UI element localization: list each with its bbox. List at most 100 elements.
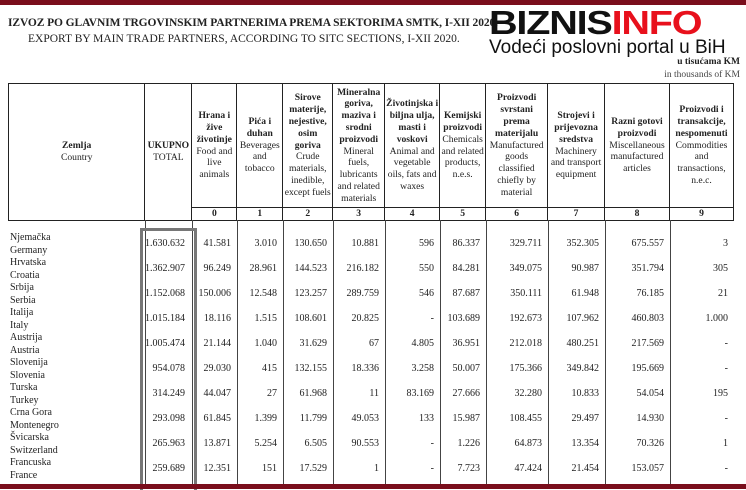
sector-value: 480.251 bbox=[566, 338, 600, 349]
sector-value: 132.155 bbox=[294, 363, 328, 374]
sector-value: 21.454 bbox=[571, 463, 600, 474]
country-name: Austrija Austria bbox=[10, 332, 42, 357]
table-header: Zemlja Country UKUPNO TOTAL Hrana i žive živ… bbox=[7, 83, 735, 221]
column-title-local: Kemijski proizvodi bbox=[443, 110, 482, 133]
country-local: Švicarska bbox=[10, 432, 49, 443]
sector-value: 153.057 bbox=[631, 463, 665, 474]
column-title-local: Strojevi i prijevozna sredstva bbox=[554, 110, 598, 145]
country-local: Francuska bbox=[10, 457, 52, 468]
sector-value: 546 bbox=[419, 288, 434, 299]
sector-value: 289.759 bbox=[346, 288, 380, 299]
sector-value: 90.553 bbox=[351, 438, 380, 449]
sector-value: 133 bbox=[419, 413, 434, 424]
sector-value: 83.169 bbox=[406, 388, 435, 399]
column-header: Zemlja Country bbox=[7, 83, 146, 221]
country-english: Italy bbox=[10, 319, 29, 331]
column-title-local: Životinjska i biljna ulja, masti i vosko… bbox=[386, 98, 439, 145]
sector-value: 18.336 bbox=[351, 363, 380, 374]
sector-value: 103.689 bbox=[447, 313, 481, 324]
sector-value: 29.030 bbox=[203, 363, 232, 374]
column-title-english: Commodities and transactions, n.e.c. bbox=[675, 139, 728, 186]
sector-value: 351.794 bbox=[631, 263, 665, 274]
column-header: Hrana i žive životinje Food and live anim… bbox=[191, 83, 238, 208]
column-code: 2 bbox=[282, 207, 334, 221]
country-local: Hrvatska bbox=[10, 257, 47, 268]
column-header: UKUPNO TOTAL bbox=[144, 83, 193, 221]
table-row: Turska Turkey 314.249 44.047 27 61.968 11 83.16… bbox=[8, 382, 734, 407]
sector-value: 195 bbox=[713, 388, 728, 399]
country-name: Švicarska Switzerland bbox=[10, 432, 58, 457]
sector-value: 64.873 bbox=[514, 438, 543, 449]
column-header: Kemijski proizvodi Chemicals and related … bbox=[439, 83, 487, 208]
sector-value: 329.711 bbox=[509, 238, 542, 249]
column-code: 7 bbox=[547, 207, 606, 221]
column-code: 6 bbox=[485, 207, 549, 221]
sector-value: 12.351 bbox=[203, 463, 232, 474]
sector-value: 415 bbox=[262, 363, 277, 374]
sector-value: 21 bbox=[718, 288, 728, 299]
column-code: 5 bbox=[439, 207, 487, 221]
column-title-english: Food and live animals bbox=[196, 145, 233, 181]
table-row: Švicarska Switzerland 265.963 13.871 5.254 6.… bbox=[8, 432, 734, 457]
country-english: Montenegro bbox=[10, 419, 59, 431]
sector-value: 29.497 bbox=[571, 413, 600, 424]
sector-value: 76.185 bbox=[636, 288, 665, 299]
total-value: 265.963 bbox=[152, 438, 186, 449]
column-header: Proizvodi i transakcije, nespomenuti Comm… bbox=[668, 83, 735, 208]
sector-value: 27 bbox=[267, 388, 277, 399]
sector-value: 54.054 bbox=[636, 388, 665, 399]
total-value: 1.630.632 bbox=[145, 238, 185, 249]
sector-value: 27.666 bbox=[452, 388, 481, 399]
column-header: Razni gotovi proizvodi Miscellaneous manu… bbox=[604, 83, 670, 208]
sector-value: 84.281 bbox=[452, 263, 481, 274]
column-divider bbox=[237, 220, 238, 484]
sector-value: 86.337 bbox=[452, 238, 481, 249]
sector-value: - bbox=[430, 463, 434, 474]
sector-value: 1.000 bbox=[705, 313, 729, 324]
column-divider bbox=[145, 220, 146, 484]
sector-value: 195.669 bbox=[631, 363, 665, 374]
sector-value: 13.871 bbox=[203, 438, 232, 449]
sector-value: 108.455 bbox=[509, 413, 543, 424]
sector-value: - bbox=[724, 413, 728, 424]
sector-value: 11.799 bbox=[299, 413, 327, 424]
table-row: Francuska France 259.689 12.351 151 17.529 1 - 7… bbox=[8, 457, 734, 482]
column-divider bbox=[440, 220, 441, 484]
unit-label-english: in thousands of KM bbox=[664, 70, 740, 80]
country-name: Italija Italy bbox=[10, 307, 33, 332]
column-divider bbox=[385, 220, 386, 484]
sector-value: 217.569 bbox=[631, 338, 665, 349]
sector-value: 349.842 bbox=[566, 363, 600, 374]
sector-value: 49.053 bbox=[351, 413, 380, 424]
sector-value: 61.968 bbox=[299, 388, 328, 399]
top-brand-bar bbox=[0, 0, 746, 5]
column-title-english: Mineral fuels, lubricants and related ma… bbox=[337, 145, 380, 204]
total-column-highlight bbox=[140, 228, 197, 490]
column-title-english: Beverages and tobacco bbox=[239, 139, 280, 175]
country-english: Slovenia bbox=[10, 369, 45, 381]
column-title-local: Proizvodi svrstani prema materijalu bbox=[495, 92, 539, 139]
country-english: Serbia bbox=[10, 294, 36, 306]
country-english: France bbox=[10, 469, 38, 481]
country-local: Austrija bbox=[10, 332, 43, 343]
total-value: 293.098 bbox=[152, 413, 186, 424]
sector-value: 41.581 bbox=[203, 238, 232, 249]
sector-value: 13.354 bbox=[571, 438, 600, 449]
column-title-local: Hrana i žive životinje bbox=[196, 110, 232, 145]
unit-label-local: u tisućama KM bbox=[677, 57, 740, 67]
country-local: Srbija bbox=[10, 282, 34, 293]
sector-value: 36.951 bbox=[452, 338, 481, 349]
sector-value: 596 bbox=[419, 238, 434, 249]
country-english: Austria bbox=[10, 344, 40, 356]
column-code: 3 bbox=[332, 207, 386, 221]
data-rows: Njemačka Germany 1.630.632 41.581 3.010 130.6… bbox=[8, 232, 734, 482]
table-row: Slovenija Slovenia 954.078 29.030 415 132.155… bbox=[8, 357, 734, 382]
sector-value: 7.723 bbox=[457, 463, 481, 474]
sector-value: 90.987 bbox=[571, 263, 600, 274]
table-row: Italija Italy 1.015.184 18.116 1.515 108.601 2… bbox=[8, 307, 734, 332]
column-header: Proizvodi svrstani prema materijalu Manuf… bbox=[485, 83, 549, 208]
sector-value: 4.805 bbox=[411, 338, 435, 349]
sector-value: 28.961 bbox=[249, 263, 278, 274]
country-english: Turkey bbox=[10, 394, 39, 406]
sector-value: 130.650 bbox=[294, 238, 328, 249]
